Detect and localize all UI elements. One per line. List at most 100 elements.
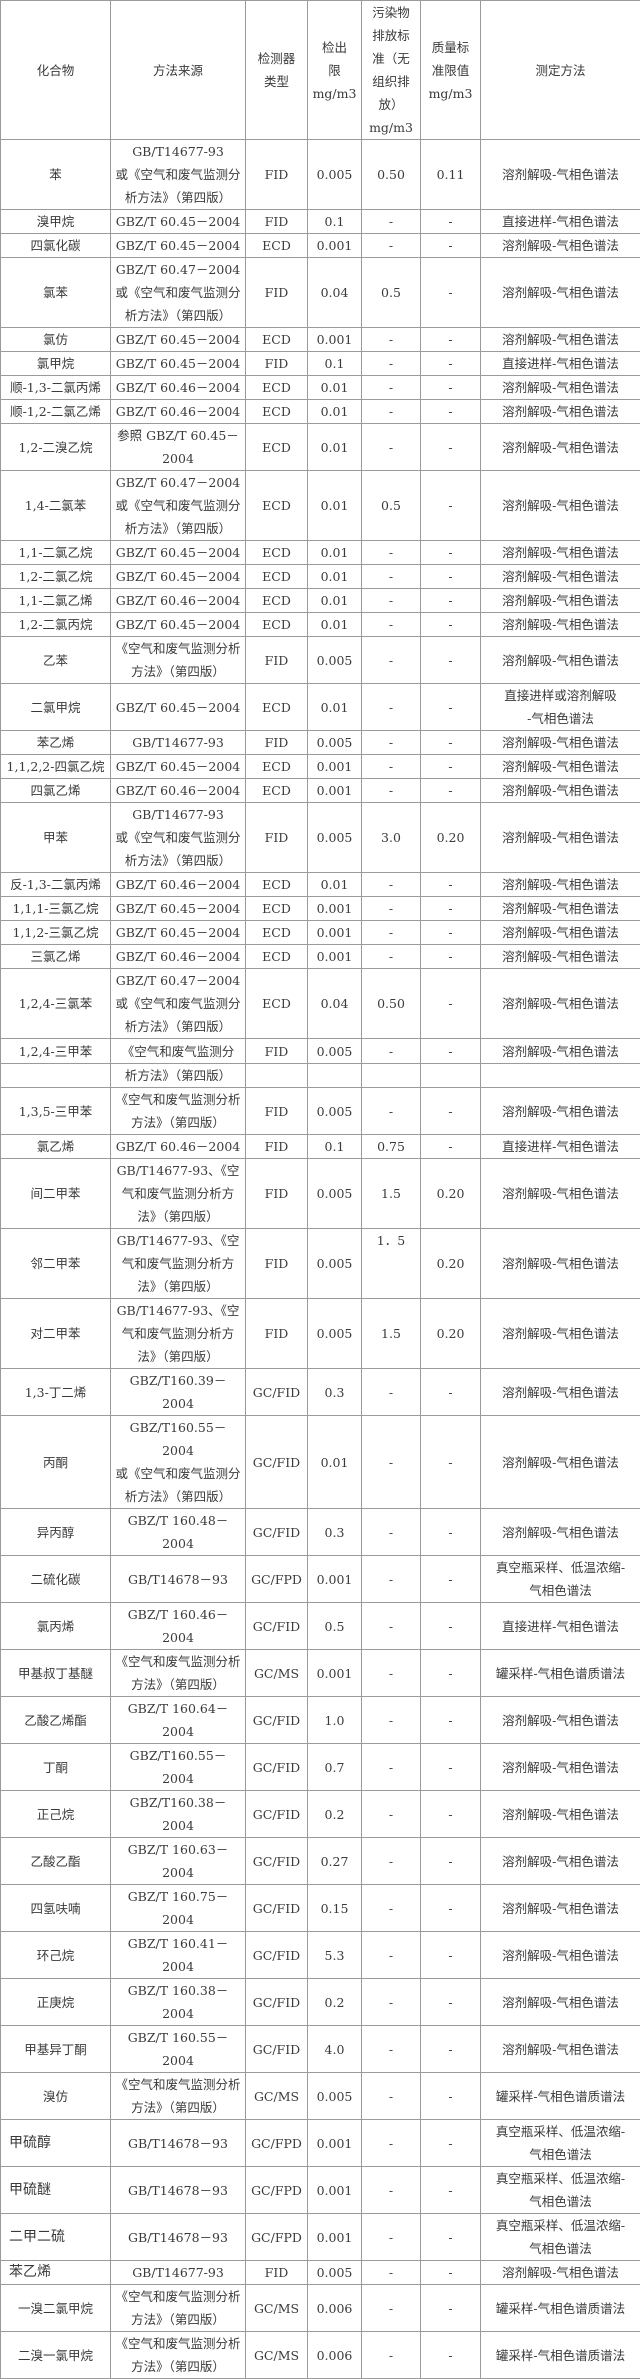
compound-cell: 1,4-二氯苯 bbox=[1, 471, 111, 541]
method-source-cell: GBZ/T 160.55－2004 bbox=[111, 2026, 246, 2073]
method-source-cell: GBZ/T 60.45－2004 bbox=[111, 921, 246, 945]
emission-standard-cell: - bbox=[362, 2261, 421, 2285]
quality-standard-cell: - bbox=[421, 589, 481, 613]
method-source-cell: GB/T14677-93 或《空气和废气监测分析方法》（第四版） bbox=[111, 803, 246, 873]
detector-type-cell: GC/FID bbox=[246, 1885, 308, 1932]
quality-standard-cell: - bbox=[421, 328, 481, 352]
emission-standard-cell: - bbox=[362, 1603, 421, 1650]
compound-cell: 反-1,3-二氯丙烯 bbox=[1, 873, 111, 897]
quality-standard-cell: - bbox=[421, 376, 481, 400]
determination-method-cell: 直接进样或溶剂解吸 -气相色谱法 bbox=[481, 684, 640, 731]
emission-standard-cell: - bbox=[362, 589, 421, 613]
detection-limit-cell: 0.001 bbox=[308, 1650, 362, 1697]
quality-standard-cell: - bbox=[421, 2332, 481, 2379]
detection-limit-cell: 0.27 bbox=[308, 1838, 362, 1885]
compound-cell: 二甲二硫 bbox=[1, 2214, 111, 2261]
compound-cell: 甲硫醚 bbox=[1, 2167, 111, 2214]
header-detection-limit: 检出 限 mg/m3 bbox=[308, 1, 362, 140]
detection-limit-cell: 0.01 bbox=[308, 684, 362, 731]
compound-cell: 1,2,4-三氯苯 bbox=[1, 969, 111, 1039]
detection-limit-cell: 4.0 bbox=[308, 2026, 362, 2073]
emission-standard-cell: - bbox=[362, 352, 421, 376]
emission-standard-cell: - bbox=[362, 565, 421, 589]
emission-standard-cell: 0.50 bbox=[362, 140, 421, 210]
header-compound: 化合物 bbox=[1, 1, 111, 140]
method-source-cell: GBZ/T 60.46－2004 bbox=[111, 400, 246, 424]
emission-standard-cell: - bbox=[362, 424, 421, 471]
quality-standard-cell: - bbox=[421, 873, 481, 897]
method-source-cell: GBZ/T 160.75－2004 bbox=[111, 1885, 246, 1932]
detection-limit-cell: 0.005 bbox=[308, 140, 362, 210]
detection-limit-cell: 0.001 bbox=[308, 755, 362, 779]
compound-cell: 对二甲苯 bbox=[1, 1299, 111, 1369]
compound-cell: 丙酮 bbox=[1, 1416, 111, 1509]
method-source-cell: GBZ/T 160.38－2004 bbox=[111, 1979, 246, 2026]
emission-standard-cell: - bbox=[362, 1838, 421, 1885]
quality-standard-cell: - bbox=[421, 684, 481, 731]
quality-standard-cell: - bbox=[421, 1369, 481, 1416]
detector-type-cell: GC/FPD bbox=[246, 1556, 308, 1603]
detector-type-cell: GC/MS bbox=[246, 2285, 308, 2332]
method-source-cell: GBZ/T 160.63－2004 bbox=[111, 1838, 246, 1885]
detection-limit-cell: 0.04 bbox=[308, 969, 362, 1039]
determination-method-cell: 溶剂解吸-气相色谱法 bbox=[481, 969, 640, 1039]
detection-limit-cell: 0.01 bbox=[308, 565, 362, 589]
compound-cell: 顺-1,3-二氯丙烯 bbox=[1, 376, 111, 400]
method-source-cell: GBZ/T160.55－2004 bbox=[111, 1744, 246, 1791]
quality-standard-cell: - bbox=[421, 1744, 481, 1791]
emission-standard-cell: - bbox=[362, 2285, 421, 2332]
emission-standard-cell: - bbox=[362, 1416, 421, 1509]
compound-cell: 氯甲烷 bbox=[1, 352, 111, 376]
determination-method-cell: 溶剂解吸-气相色谱法 bbox=[481, 731, 640, 755]
detector-type-cell: GC/FID bbox=[246, 1838, 308, 1885]
detector-type-cell: FID bbox=[246, 1299, 308, 1369]
detection-limit-cell: 0.005 bbox=[308, 1088, 362, 1135]
emission-standard-cell: - bbox=[362, 1556, 421, 1603]
determination-method-cell: 溶剂解吸-气相色谱法 bbox=[481, 613, 640, 637]
detector-type-cell: FID bbox=[246, 2261, 308, 2285]
detection-limit-cell: 0.5 bbox=[308, 1603, 362, 1650]
detector-type-cell: ECD bbox=[246, 755, 308, 779]
compound-cell: 乙酸乙烯酯 bbox=[1, 1697, 111, 1744]
emission-standard-cell: - bbox=[362, 234, 421, 258]
method-source-cell: GB/T14677-93 bbox=[111, 731, 246, 755]
emission-standard-cell: - bbox=[362, 1885, 421, 1932]
method-source-cell: GB/T14677-93、《空气和废气监测分析方法》（第四版） bbox=[111, 1159, 246, 1229]
detector-type-cell: ECD bbox=[246, 424, 308, 471]
method-source-cell: GBZ/T 60.46－2004 bbox=[111, 376, 246, 400]
compound-cell: 二氯甲烷 bbox=[1, 684, 111, 731]
quality-standard-cell: - bbox=[421, 2214, 481, 2261]
determination-method-cell: 溶剂解吸-气相色谱法 bbox=[481, 541, 640, 565]
compound-cell bbox=[1, 1064, 111, 1088]
compound-cell: 四氯化碳 bbox=[1, 234, 111, 258]
compound-cell: 氯乙烯 bbox=[1, 1135, 111, 1159]
compound-cell: 氯苯 bbox=[1, 258, 111, 328]
emission-standard-cell: 0.5 bbox=[362, 471, 421, 541]
quality-standard-cell bbox=[421, 1064, 481, 1088]
determination-method-cell: 溶剂解吸-气相色谱法 bbox=[481, 471, 640, 541]
determination-method-cell: 溶剂解吸-气相色谱法 bbox=[481, 258, 640, 328]
emission-standard-cell: - bbox=[362, 400, 421, 424]
quality-standard-cell: - bbox=[421, 541, 481, 565]
compound-cell: 二溴一氯甲烷 bbox=[1, 2332, 111, 2379]
method-source-cell: GBZ/T 60.45－2004 bbox=[111, 897, 246, 921]
method-source-cell: 《空气和废气监测分析方法》（第四版） bbox=[111, 637, 246, 684]
emission-standard-cell: - bbox=[362, 945, 421, 969]
compound-cell: 邻二甲苯 bbox=[1, 1229, 111, 1299]
quality-standard-cell: - bbox=[421, 400, 481, 424]
detection-limit-cell: 0.001 bbox=[308, 328, 362, 352]
